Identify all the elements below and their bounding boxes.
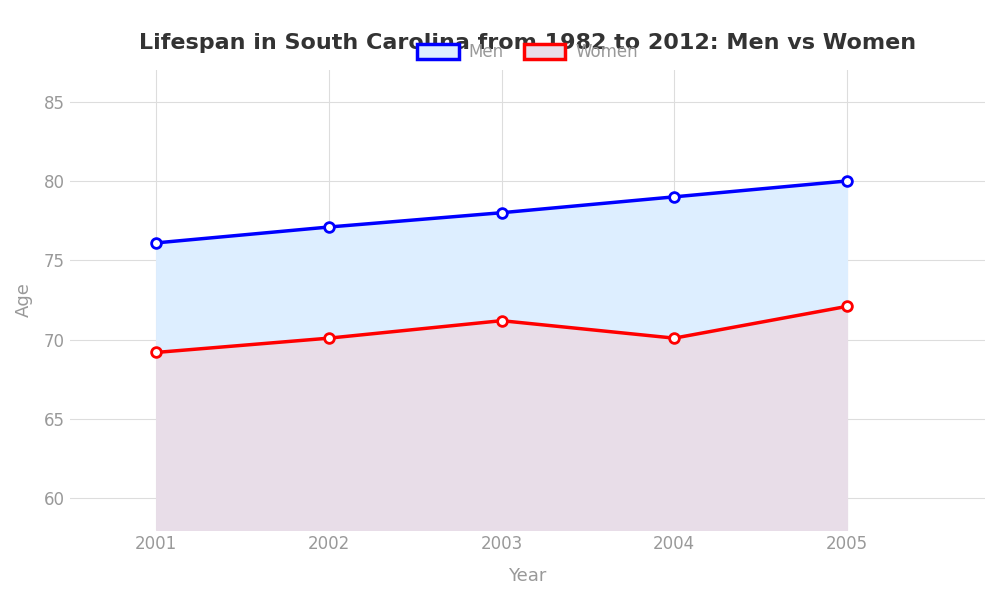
X-axis label: Year: Year <box>508 567 547 585</box>
Y-axis label: Age: Age <box>15 283 33 317</box>
Title: Lifespan in South Carolina from 1982 to 2012: Men vs Women: Lifespan in South Carolina from 1982 to … <box>139 33 916 53</box>
Legend: Men, Women: Men, Women <box>410 37 645 68</box>
